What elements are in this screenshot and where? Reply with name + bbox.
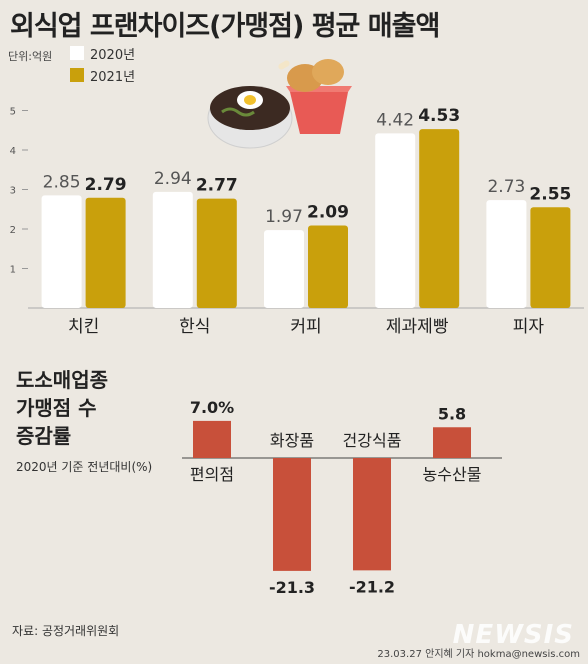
legend-label-2021: 2021년 [90,69,136,85]
value-label-2020: 4.42 [376,110,414,130]
growth-value-label: -21.2 [349,577,395,596]
chart-title: 외식업 프랜차이즈(가맹점) 평균 매출액 [10,11,440,42]
value-label-2020: 1.97 [265,207,303,227]
section2-title-line1: 도소매업종 [16,368,108,392]
growth-category-label: 화장품 [270,431,314,450]
value-label-2021: 2.09 [307,202,349,222]
value-label-2020: 2.85 [43,172,81,192]
unit-label: 단위:억원 [8,50,53,63]
bar-2020 [264,230,304,308]
bar-2021 [85,197,126,308]
value-label-2020: 2.73 [487,177,525,197]
bar-2020 [486,200,527,308]
legend: 2020년 2021년 [70,42,135,86]
bar-2021 [308,225,348,308]
chicken-box-icon [278,59,352,134]
growth-category-label: 건강식품 [343,431,402,450]
value-label-2021: 4.53 [418,106,460,126]
source-text: 자료: 공정거래위원회 [12,624,120,638]
bar-2020 [375,133,416,308]
value-label-2021: 2.77 [196,176,238,196]
category-label: 제과제빵 [386,317,449,337]
growth-bar [193,420,231,458]
section2-title-line3: 증감률 [16,424,72,448]
growth-value-label: 7.0% [190,398,234,417]
bar-2021 [530,207,571,308]
growth-category-label: 농수산물 [423,465,482,484]
value-label-2021: 2.79 [85,175,127,195]
value-label-2020: 2.94 [154,169,192,189]
section2-subtitle: 2020년 기준 전년대비(%) [16,460,153,474]
bar-2021 [196,198,237,308]
newsis-logo: NEWSIS [452,620,574,650]
y-tick-label: 5 [10,107,16,118]
bar-2021 [419,129,460,308]
section2-title-line2: 가맹점 수 [16,396,97,420]
growth-bar [433,427,471,458]
legend-item-2020: 2020년 [70,42,135,64]
category-label: 피자 [513,317,545,337]
category-label: 커피 [290,317,321,337]
growth-value-label: 5.8 [438,404,466,423]
growth-bar [273,458,311,571]
food-illustration [207,59,352,149]
legend-label-2020: 2020년 [90,47,136,63]
y-tick-label: 3 [10,186,16,197]
credit-text: 23.03.27 안지혜 기자 hokma@newsis.com [377,649,580,660]
bar-2020 [152,191,193,308]
growth-value-label: -21.3 [269,578,315,597]
sales-bar-chart: 1 2 3 4 5 2.85 2.79 치킨 2.94 2.77 한식 1.97 2.09 커피 4.42 4… [10,106,584,337]
growth-bar [353,458,391,571]
category-label: 치킨 [68,317,99,337]
y-tick-label: 2 [10,225,16,236]
legend-swatch-2020 [70,46,84,60]
section2-title: 도소매업종 가맹점 수 증감률 [16,366,108,450]
y-tick-label: 4 [10,146,16,157]
category-label: 한식 [179,317,210,337]
growth-category-label: 편의점 [190,465,234,484]
legend-item-2021: 2021년 [70,64,135,86]
y-tick-label: 1 [10,265,16,276]
noodle-bowl-icon [207,86,293,149]
value-label-2021: 2.55 [529,184,571,204]
legend-swatch-2021 [70,68,84,82]
bar-2020 [41,195,82,308]
